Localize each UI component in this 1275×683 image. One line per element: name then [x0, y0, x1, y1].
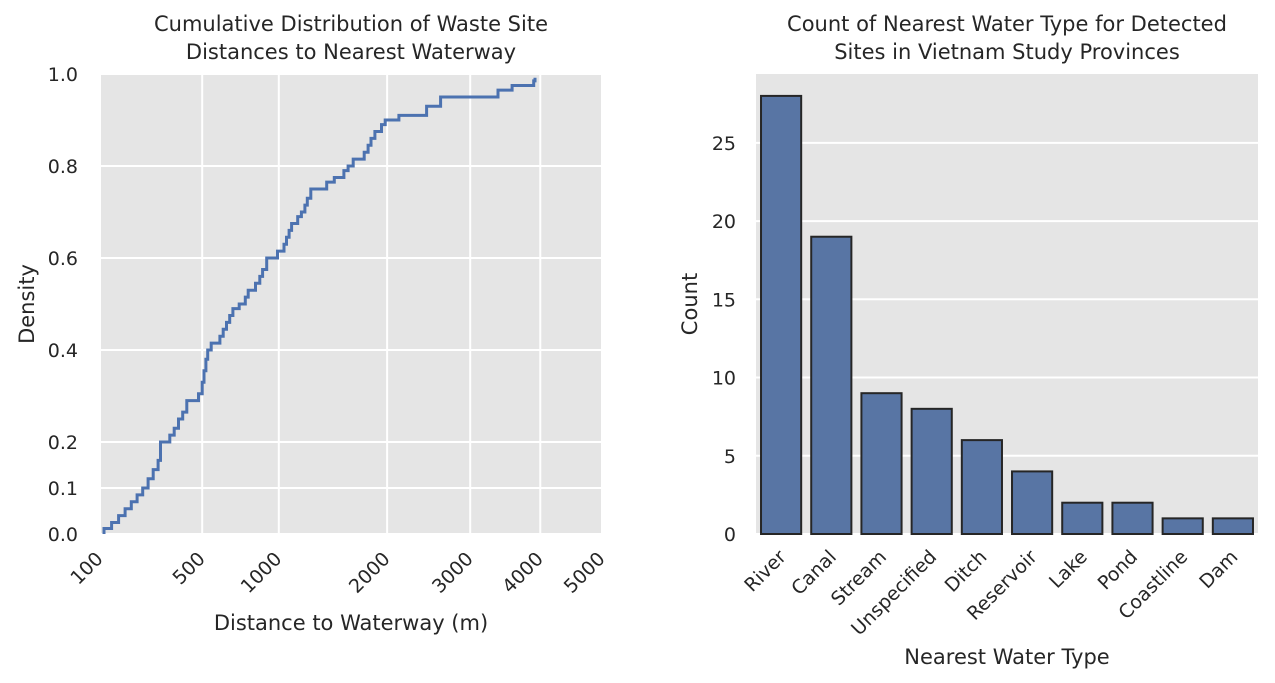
bar-title-line1: Count of Nearest Water Type for Detected — [787, 12, 1227, 36]
bar-ditch — [960, 439, 1003, 535]
bar-y-ticks: 0 5 10 15 20 25 — [712, 133, 736, 546]
bar-y-tick-label: 20 — [712, 211, 736, 233]
ecdf-x-axis-label: Distance to Waterway (m) — [214, 611, 488, 635]
ecdf-y-tick-label: 1.0 — [48, 64, 78, 86]
ecdf-y-ticks: 0.0 0.1 0.2 0.4 0.6 0.8 1.0 — [48, 64, 78, 546]
bar-x-tick-label: River — [740, 546, 790, 596]
ecdf-x-tick-label: 3000 — [428, 548, 478, 598]
bar-canal — [810, 235, 853, 535]
ecdf-series-line — [102, 77, 537, 534]
ecdf-x-tick-label: 1000 — [237, 548, 287, 598]
bar-reservoir — [1011, 470, 1054, 536]
bar-y-tick-label: 10 — [712, 368, 736, 390]
bar-x-tick-label: Lake — [1045, 546, 1092, 593]
ecdf-y-tick-label: 0.4 — [48, 340, 78, 362]
bar-x-tick-label: Dam — [1195, 546, 1242, 593]
bar-y-tick-label: 5 — [724, 446, 736, 468]
ecdf-x-ticks: 100 500 1000 2000 3000 4000 5000 — [66, 548, 609, 598]
bar-unspecified — [910, 407, 953, 535]
ecdf-line-group — [102, 77, 537, 534]
ecdf-y-tick-label: 0.0 — [48, 524, 78, 546]
bar-coastline — [1161, 517, 1204, 536]
bar-y-tick-label: 15 — [712, 289, 736, 311]
ecdf-title-line1: Cumulative Distribution of Waste Site — [154, 12, 548, 36]
ecdf-x-tick-label: 100 — [66, 548, 107, 589]
bar-pond — [1111, 501, 1154, 536]
ecdf-plot-area — [100, 74, 602, 534]
ecdf-y-tick-label: 0.1 — [48, 478, 78, 500]
bar-river — [760, 94, 803, 536]
bar-chart: Count of Nearest Water Type for Detected… — [678, 12, 1258, 669]
bar-y-axis-label: Count — [678, 273, 702, 335]
ecdf-x-tick-label: 500 — [169, 548, 210, 589]
bar-title-line2: Sites in Vietnam Study Provinces — [834, 40, 1180, 64]
ecdf-title-line2: Distances to Nearest Waterway — [186, 40, 516, 64]
ecdf-y-tick-label: 0.6 — [48, 248, 78, 270]
ecdf-y-tick-label: 0.8 — [48, 156, 78, 178]
ecdf-y-axis-label: Density — [15, 264, 39, 344]
bar-x-axis-label: Nearest Water Type — [904, 645, 1109, 669]
bar-y-tick-label: 0 — [724, 524, 736, 546]
bar-lake — [1061, 501, 1104, 536]
bar-y-tick-label: 25 — [712, 133, 736, 155]
ecdf-x-tick-label: 5000 — [560, 548, 610, 598]
ecdf-x-tick-label: 4000 — [498, 548, 548, 598]
ecdf-chart: Cumulative Distribution of Waste Site Di… — [15, 12, 610, 635]
bar-series — [760, 94, 1254, 536]
ecdf-y-tick-label: 0.2 — [48, 432, 78, 454]
bar-stream — [860, 392, 903, 536]
bar-dam — [1211, 517, 1254, 536]
ecdf-x-tick-label: 2000 — [345, 548, 395, 598]
